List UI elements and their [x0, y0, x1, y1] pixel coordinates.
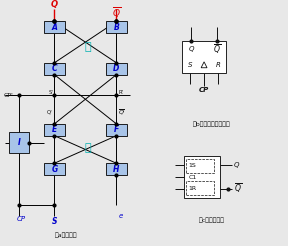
- Text: 從: 從: [84, 42, 91, 52]
- Text: F: F: [114, 125, 119, 134]
- Text: Q: Q: [51, 0, 58, 9]
- Text: S': S': [48, 90, 53, 95]
- Text: $\overline{Q}$: $\overline{Q}$: [213, 43, 221, 56]
- Text: B: B: [113, 23, 119, 32]
- Bar: [184, 156, 220, 198]
- Text: $\overline{Q}$: $\overline{Q}$: [112, 5, 121, 20]
- Bar: [106, 21, 127, 33]
- Bar: [43, 163, 65, 175]
- Text: C1: C1: [188, 175, 197, 180]
- Text: I: I: [18, 138, 20, 147]
- Text: 1S: 1S: [188, 163, 196, 168]
- Text: CP: CP: [17, 216, 26, 222]
- Text: R': R': [118, 90, 124, 95]
- Text: 主: 主: [84, 143, 91, 154]
- Text: e: e: [118, 214, 123, 219]
- Text: A: A: [52, 23, 57, 32]
- Bar: [106, 163, 127, 175]
- Text: R: R: [215, 62, 220, 68]
- Bar: [43, 21, 65, 33]
- Text: H: H: [113, 165, 120, 174]
- Text: $\overline{Q}'$: $\overline{Q}'$: [118, 108, 126, 117]
- Bar: [186, 181, 214, 195]
- Text: S: S: [52, 217, 57, 226]
- Bar: [43, 63, 65, 75]
- Text: C: C: [52, 64, 57, 73]
- Text: Q: Q: [189, 46, 194, 52]
- Text: CP': CP': [3, 93, 13, 98]
- Text: E: E: [52, 125, 57, 134]
- Text: Q': Q': [47, 109, 52, 115]
- Text: Q: Q: [234, 162, 239, 168]
- Text: CP: CP: [199, 87, 209, 93]
- Text: $\overline{Q}$: $\overline{Q}$: [234, 182, 242, 195]
- Text: （b）常見的邏輯符號: （b）常見的邏輯符號: [193, 121, 231, 127]
- Text: 1R: 1R: [188, 186, 196, 191]
- Bar: [9, 132, 29, 154]
- Text: （c）國標符號: （c）國標符號: [199, 218, 225, 223]
- Text: S: S: [188, 62, 193, 68]
- Bar: [182, 41, 226, 73]
- Bar: [106, 124, 127, 136]
- Text: D: D: [113, 64, 120, 73]
- Bar: [186, 159, 214, 173]
- Bar: [106, 63, 127, 75]
- Bar: [43, 124, 65, 136]
- Text: （a）邏輯圖: （a）邏輯圖: [55, 232, 77, 238]
- Text: G: G: [51, 165, 58, 174]
